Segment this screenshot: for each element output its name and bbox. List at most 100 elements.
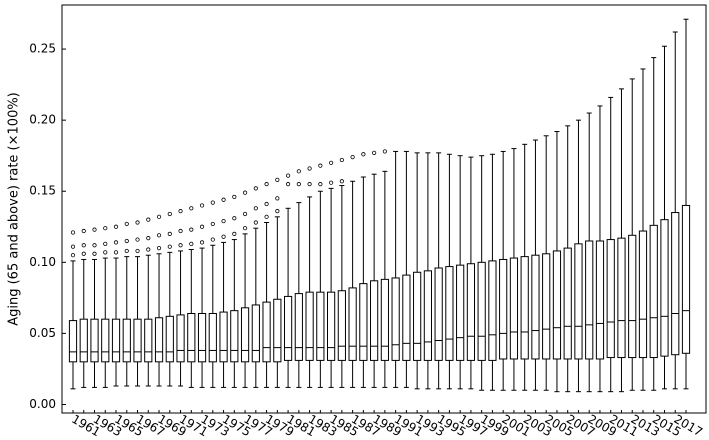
outlier — [275, 196, 280, 201]
box — [488, 260, 497, 361]
outlier — [232, 231, 237, 236]
box — [563, 247, 572, 360]
plot-frame — [61, 4, 707, 414]
outlier — [253, 220, 258, 225]
box — [649, 224, 658, 359]
outlier — [81, 228, 86, 234]
outlier — [329, 180, 334, 185]
outlier — [167, 231, 172, 236]
box — [681, 204, 691, 354]
y-tick-label: 0.25 — [29, 42, 56, 56]
outlier — [329, 160, 334, 165]
y-tick-label: 0.10 — [29, 255, 56, 269]
outlier — [372, 150, 377, 155]
box — [531, 254, 540, 360]
box — [595, 240, 605, 360]
box — [294, 293, 303, 361]
outlier — [156, 214, 162, 219]
box — [316, 291, 325, 361]
box — [499, 258, 508, 360]
box — [240, 307, 250, 363]
outlier — [113, 224, 119, 229]
outlier — [339, 179, 344, 184]
box — [68, 320, 78, 363]
outlier — [350, 155, 355, 160]
outlier — [253, 206, 258, 211]
outlier — [113, 240, 119, 245]
box — [165, 315, 174, 363]
outlier — [81, 251, 86, 256]
outlier — [242, 190, 248, 195]
outlier — [296, 182, 301, 187]
outlier — [221, 197, 226, 202]
outlier — [167, 244, 172, 249]
box — [477, 261, 486, 361]
box — [348, 287, 357, 361]
outlier — [103, 250, 108, 255]
box — [585, 240, 594, 360]
outlier — [210, 237, 215, 242]
box — [434, 267, 443, 361]
box — [660, 219, 669, 357]
outlier — [92, 243, 97, 248]
box — [552, 250, 562, 360]
box — [337, 290, 346, 361]
outlier — [275, 177, 280, 182]
box — [413, 271, 422, 361]
outlier — [189, 227, 194, 232]
box — [133, 318, 142, 363]
outlier — [103, 241, 108, 246]
box — [606, 239, 615, 359]
outlier — [318, 163, 323, 168]
outlier — [307, 166, 312, 171]
box — [638, 230, 648, 359]
outlier — [242, 211, 248, 217]
outlier — [339, 157, 344, 163]
outlier — [146, 247, 151, 252]
box — [520, 256, 529, 360]
box — [79, 318, 88, 363]
box — [370, 280, 379, 361]
box — [509, 257, 519, 360]
box — [380, 278, 389, 361]
box — [208, 312, 217, 363]
outlier — [124, 221, 129, 227]
outlier — [285, 182, 291, 187]
outlier — [199, 224, 205, 229]
outlier — [221, 234, 226, 239]
y-tick-label: 0.20 — [29, 113, 56, 127]
box — [176, 314, 185, 363]
outlier — [92, 227, 97, 232]
box — [628, 234, 637, 359]
outlier — [92, 251, 97, 256]
outlier — [70, 244, 76, 249]
outlier — [264, 182, 269, 187]
box — [154, 317, 164, 363]
box — [305, 291, 314, 361]
outlier — [135, 220, 140, 225]
outlier — [189, 241, 194, 246]
outlier — [135, 248, 140, 254]
box — [144, 318, 153, 363]
outlier — [361, 152, 366, 157]
outlier — [178, 243, 183, 248]
y-tick-label: 0.05 — [29, 326, 56, 340]
outlier — [210, 200, 215, 205]
box — [101, 318, 110, 363]
outlier — [81, 243, 86, 248]
box — [423, 270, 432, 361]
outlier — [146, 236, 151, 241]
outlier — [124, 238, 129, 244]
outlier — [156, 233, 162, 238]
box — [456, 264, 465, 361]
outlier — [113, 250, 119, 255]
outlier — [307, 182, 312, 187]
outlier — [253, 186, 258, 191]
outlier — [146, 217, 151, 222]
y-tick-label: 0.15 — [29, 184, 56, 198]
outlier — [264, 201, 269, 207]
box — [617, 237, 626, 359]
box — [90, 318, 99, 363]
outlier — [124, 248, 129, 254]
